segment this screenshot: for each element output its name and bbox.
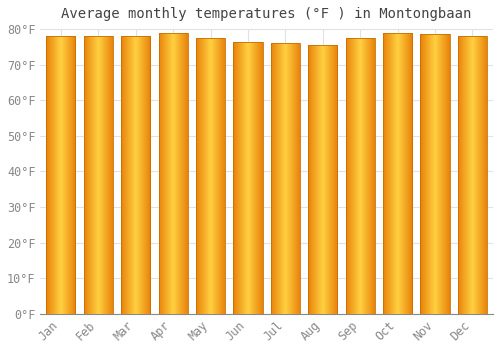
Bar: [46, 36, 76, 314]
Bar: [458, 36, 487, 314]
Bar: [420, 34, 450, 314]
Bar: [158, 33, 188, 314]
Bar: [84, 36, 113, 314]
Bar: [121, 36, 150, 314]
Bar: [271, 43, 300, 314]
Bar: [346, 38, 375, 314]
Bar: [234, 42, 262, 314]
Bar: [383, 33, 412, 314]
Title: Average monthly temperatures (°F ) in Montongbaan: Average monthly temperatures (°F ) in Mo…: [62, 7, 472, 21]
Bar: [196, 38, 225, 314]
Bar: [308, 45, 338, 314]
